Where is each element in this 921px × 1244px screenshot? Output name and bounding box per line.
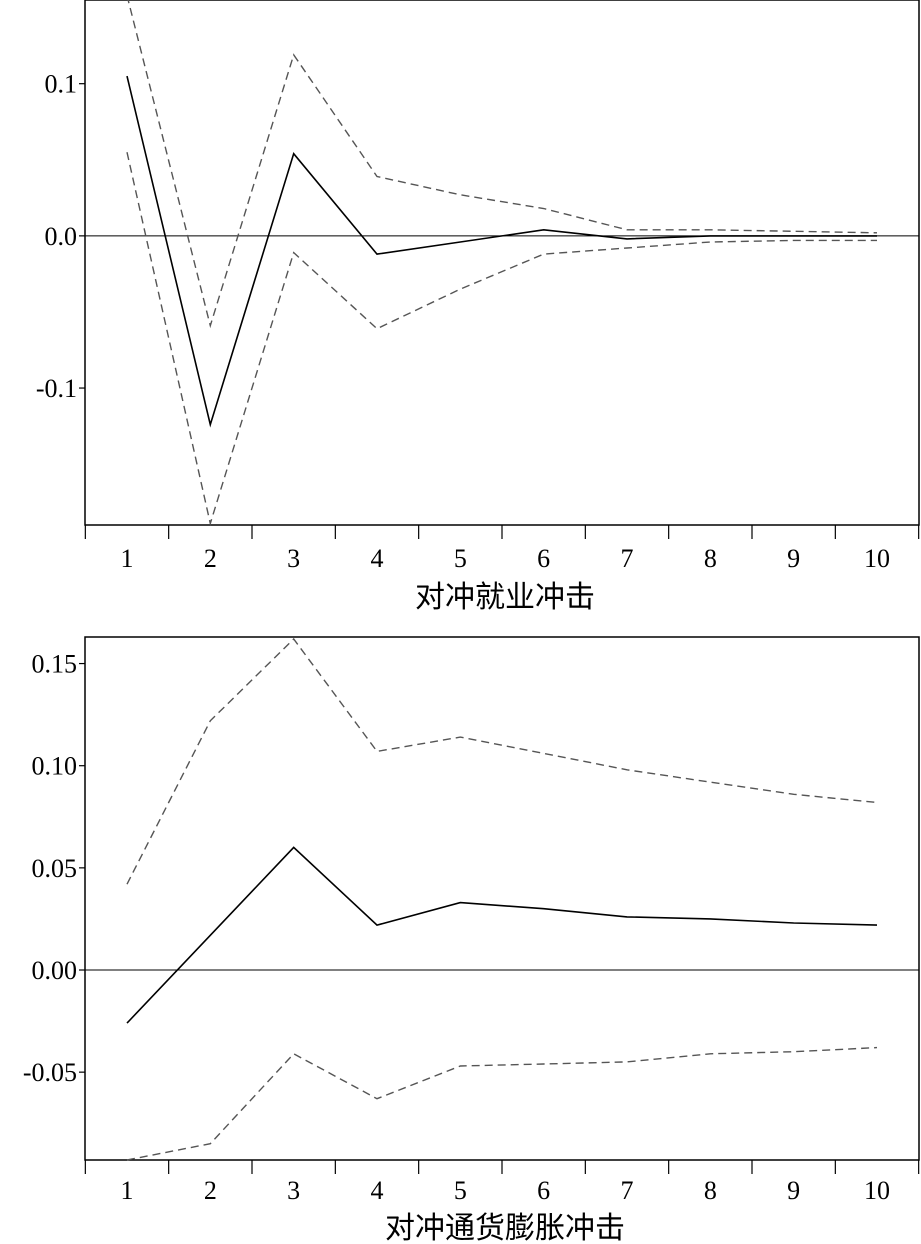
series-group xyxy=(126,637,878,1161)
x-tick-label: 5 xyxy=(454,1176,467,1205)
x-tick-label: 2 xyxy=(204,1176,217,1205)
y-tick-label: -0.1 xyxy=(36,374,77,403)
y-tick-label: 0.15 xyxy=(32,650,78,679)
chart-panel-inflation: 0.15 0.10 0.05 0.00 -0.05 1 2 3 4 5 6 7 8 9 10 对冲通货膨胀… xyxy=(23,636,920,1244)
x-axis-label: 对冲就业冲击 xyxy=(415,581,595,614)
series-line-upper-band xyxy=(126,637,878,885)
series-line-lower-band xyxy=(126,152,877,527)
plot-frame xyxy=(84,636,920,1161)
x-tick-label: 7 xyxy=(621,544,634,573)
y-tick-label: 0.05 xyxy=(32,854,78,883)
x-tick-label: 9 xyxy=(787,1176,800,1205)
x-tick-label: 1 xyxy=(121,544,134,573)
y-tick-label: 0.1 xyxy=(45,70,78,99)
x-tick-label: 6 xyxy=(537,1176,550,1205)
x-tick-label: 10 xyxy=(864,544,890,573)
y-tick-label: 0.10 xyxy=(32,752,78,781)
series-line-response xyxy=(126,846,878,1024)
x-tick-label: 4 xyxy=(371,544,384,573)
x-tick-label: 9 xyxy=(787,544,800,573)
x-axis: 1 2 3 4 5 6 7 8 9 10 xyxy=(84,525,920,573)
series-line-lower-band xyxy=(126,1046,878,1161)
y-axis: 0.1 0.0 -0.1 xyxy=(36,70,85,403)
x-tick-label: 8 xyxy=(704,1176,717,1205)
x-tick-label: 2 xyxy=(204,544,217,573)
series-line-response xyxy=(126,75,877,428)
x-tick-label: 10 xyxy=(864,1176,890,1205)
x-tick-label: 7 xyxy=(621,1176,634,1205)
series-group xyxy=(126,0,878,527)
x-tick-label: 4 xyxy=(371,1176,384,1205)
chart-panel-employment: 0.1 0.0 -0.1 1 2 3 4 5 6 7 8 9 10 对冲就业冲击 xyxy=(36,0,920,614)
x-tick-label: 1 xyxy=(121,1176,134,1205)
plot-frame xyxy=(84,0,920,526)
y-tick-label: 0.0 xyxy=(45,222,78,251)
x-tick-label: 6 xyxy=(537,544,550,573)
x-tick-label: 3 xyxy=(287,544,300,573)
x-axis-label: 对冲通货膨胀冲击 xyxy=(385,1212,625,1244)
x-axis: 1 2 3 4 5 6 7 8 9 10 xyxy=(84,1160,920,1205)
y-axis: 0.15 0.10 0.05 0.00 -0.05 xyxy=(23,650,85,1087)
x-tick-label: 5 xyxy=(454,544,467,573)
series-line-upper-band xyxy=(127,0,878,329)
x-tick-label: 8 xyxy=(704,544,717,573)
y-tick-label: -0.05 xyxy=(23,1058,77,1087)
x-tick-label: 3 xyxy=(287,1176,300,1205)
y-tick-label: 0.00 xyxy=(32,956,78,985)
